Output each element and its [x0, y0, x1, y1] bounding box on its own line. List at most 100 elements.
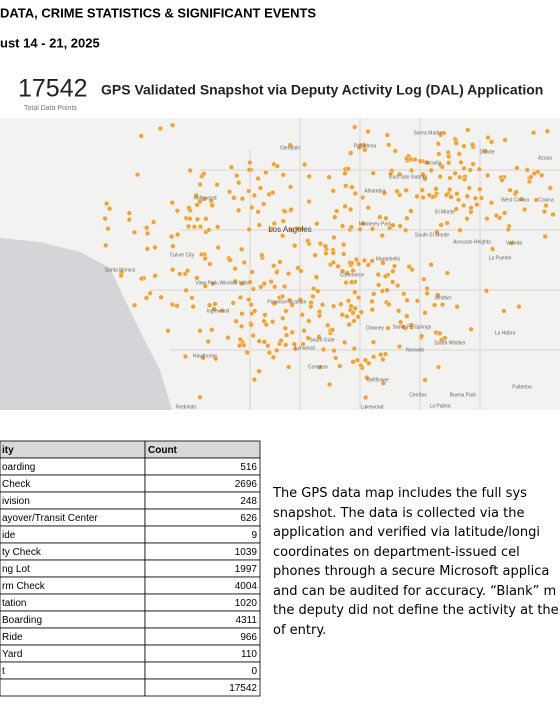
data-point [282, 325, 289, 331]
data-point [174, 303, 180, 309]
data-point [412, 156, 418, 163]
data-point [194, 275, 200, 281]
data-point [349, 279, 355, 285]
data-point [533, 197, 539, 203]
data-point [282, 208, 288, 215]
data-point [419, 187, 425, 193]
data-point [394, 188, 400, 194]
data-point [353, 257, 360, 263]
data-point [404, 297, 410, 303]
data-point [256, 222, 262, 228]
data-point [322, 243, 329, 249]
data-point [157, 125, 163, 132]
data-point [363, 394, 369, 401]
data-point [249, 269, 255, 275]
data-point [332, 214, 338, 220]
data-point [408, 322, 415, 328]
data-point [134, 172, 141, 178]
data-point [360, 194, 366, 201]
data-point [485, 134, 491, 141]
data-point [369, 307, 375, 313]
ocean [0, 238, 172, 410]
place-label: Montebello [376, 256, 401, 262]
place-label: El Monte [435, 209, 455, 215]
data-point [384, 287, 390, 293]
data-point [246, 297, 252, 303]
data-point [272, 300, 278, 306]
data-point [262, 312, 268, 318]
table-header: ity [2, 445, 14, 456]
data-points [102, 122, 556, 401]
data-point [488, 200, 495, 206]
data-point [270, 319, 276, 325]
data-point [126, 217, 132, 223]
data-point [297, 297, 303, 303]
data-point [404, 215, 410, 221]
place-label: Inglewood [207, 308, 230, 314]
header-title: DATA, CRIME STATISTICS & SIGNIFICANT EVE… [0, 5, 316, 20]
data-point [197, 181, 203, 188]
activity-label: rm Check [2, 581, 46, 592]
data-point [464, 193, 470, 199]
data-point [365, 262, 371, 268]
data-point [306, 198, 312, 205]
data-point [434, 229, 440, 235]
data-point [358, 309, 364, 315]
paragraph-line: and can be audited for accuracy. “Blank”… [273, 583, 557, 599]
data-point [201, 196, 207, 202]
data-point [219, 308, 225, 314]
data-point [421, 276, 427, 282]
data-point [305, 238, 311, 244]
data-point [352, 289, 358, 295]
count-value: 4311 [235, 615, 257, 626]
data-point [404, 313, 410, 319]
place-label: Fullerton [512, 384, 532, 390]
data-point [422, 377, 428, 383]
data-point [239, 196, 246, 202]
data-point [365, 129, 371, 135]
data-point [175, 231, 181, 238]
data-point [251, 377, 258, 383]
data-point [308, 303, 314, 310]
data-point [331, 234, 337, 241]
count-value: 516 [240, 462, 257, 473]
data-point [106, 206, 113, 212]
data-point [547, 185, 553, 191]
data-point [348, 224, 355, 230]
data-point [270, 189, 276, 196]
data-point [376, 282, 382, 288]
data-point [362, 147, 368, 153]
data-point [437, 174, 443, 180]
data-point [187, 167, 193, 174]
data-point [401, 291, 407, 297]
place-label: South Whittier [434, 340, 466, 346]
data-point [230, 300, 236, 306]
count-value: 966 [240, 632, 257, 643]
data-point [422, 310, 428, 316]
data-point [286, 297, 293, 303]
data-point [351, 318, 357, 324]
data-point [482, 148, 488, 154]
data-point [248, 322, 254, 328]
place-label: Downey [366, 325, 385, 331]
place-label: Covina [538, 197, 554, 203]
data-point [420, 194, 426, 201]
table-cell [144, 678, 261, 697]
data-point [298, 268, 304, 274]
data-point [489, 139, 495, 145]
data-point [338, 301, 344, 307]
data-point [302, 161, 308, 168]
place-label: Florence-Graham [267, 299, 306, 305]
activity-label: tation [2, 598, 26, 609]
data-point [356, 261, 362, 267]
count-value: 2696 [235, 479, 258, 490]
data-point [182, 353, 189, 360]
paragraph-line: application and verified via latitude/lo… [273, 525, 540, 540]
data-point [241, 259, 247, 266]
data-point [197, 224, 204, 230]
data-point [335, 263, 341, 269]
data-point [144, 225, 150, 231]
data-point [274, 163, 281, 169]
data-point [458, 159, 464, 166]
data-point [169, 122, 176, 128]
